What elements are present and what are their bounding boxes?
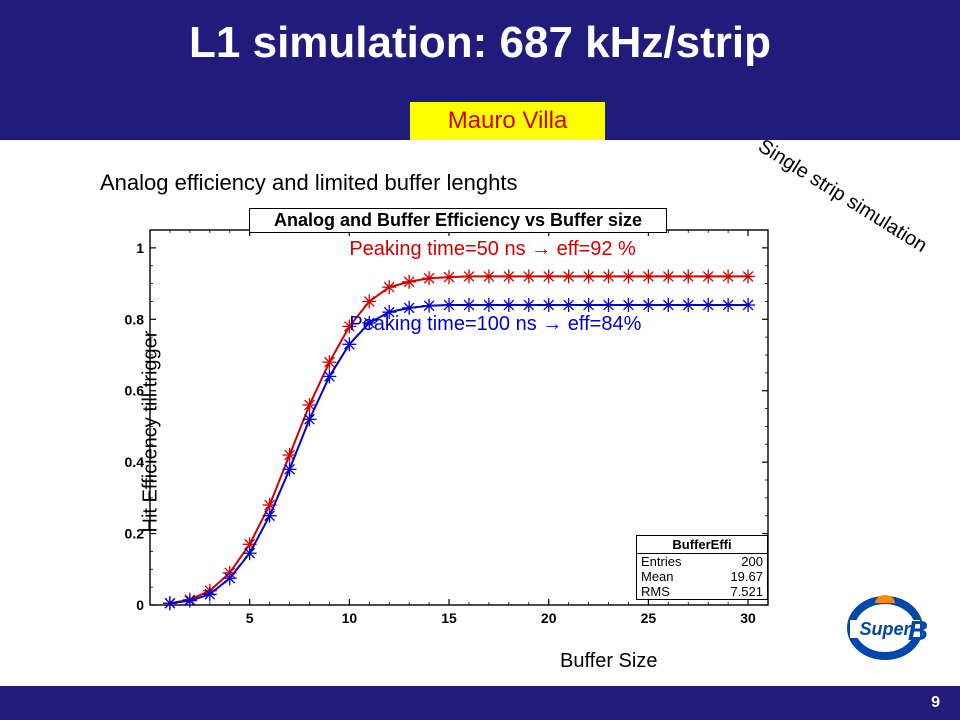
annotation-blue: Peaking time=100 ns → eff=84% <box>349 313 641 336</box>
chart-title: Analog and Buffer Efficiency vs Buffer s… <box>249 208 667 233</box>
stats-box: BufferEffiEntries 200 Mean 19.67 RMS 7.521 <box>636 535 768 600</box>
stats-mean-label: Mean <box>641 569 674 584</box>
svg-text:B: B <box>908 615 928 646</box>
author-box: Mauro Villa <box>410 102 605 140</box>
annotation-red: Peaking time=50 ns → eff=92 % <box>349 238 635 261</box>
svg-text:25: 25 <box>641 610 657 626</box>
svg-text:0.2: 0.2 <box>125 526 145 542</box>
superb-logo: Super B <box>840 590 930 670</box>
svg-text:0: 0 <box>136 597 144 613</box>
stats-rms-label: RMS <box>641 584 670 599</box>
svg-text:0.8: 0.8 <box>125 311 145 327</box>
stats-title: BufferEffi <box>637 536 767 554</box>
svg-text:30: 30 <box>740 610 756 626</box>
svg-text:20: 20 <box>541 610 557 626</box>
svg-text:Super: Super <box>859 619 911 639</box>
svg-text:0.4: 0.4 <box>125 454 145 470</box>
diagonal-label: Single strip simulation <box>754 135 931 258</box>
svg-text:10: 10 <box>342 610 358 626</box>
stats-mean-value: 19.67 <box>730 569 763 584</box>
svg-text:15: 15 <box>441 610 457 626</box>
svg-text:1: 1 <box>136 240 144 256</box>
svg-text:0.6: 0.6 <box>125 383 145 399</box>
x-axis-label: Buffer Size <box>560 650 657 673</box>
footer-band <box>0 686 960 720</box>
stats-entries-value: 200 <box>741 554 763 569</box>
page-number: 9 <box>931 694 940 712</box>
slide-title: L1 simulation: 687 kHz/strip <box>0 18 960 68</box>
stats-rms-value: 7.521 <box>730 584 763 599</box>
subtitle: Analog efficiency and limited buffer len… <box>100 170 517 196</box>
stats-entries-label: Entries <box>641 554 681 569</box>
svg-text:5: 5 <box>246 610 254 626</box>
